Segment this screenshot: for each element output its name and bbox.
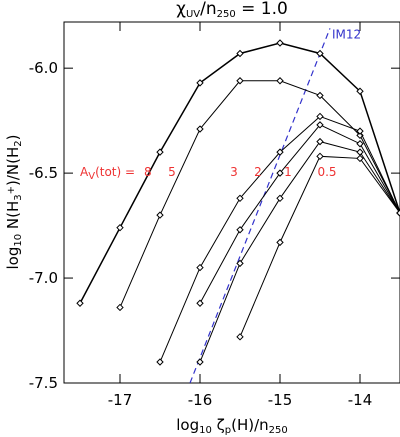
y-tick-label: -6.0 [29,59,58,77]
text-part: log [176,416,199,434]
marker [316,49,324,58]
series-line [239,155,400,338]
marker [236,77,244,85]
marker [316,152,324,161]
marker [116,303,124,312]
marker [196,263,204,272]
marker [236,226,244,234]
text-part: = 1.0 [236,0,288,19]
text-part: 250 [217,9,236,20]
marker [276,39,284,47]
x-axis-label: log10 ζp(H)/n250 [176,416,288,436]
text-part: + [6,186,17,194]
marker [156,211,164,219]
series-line [199,141,400,363]
marker [316,91,324,100]
marker [236,333,244,341]
marker [316,121,324,129]
marker [276,169,284,177]
text-part: )/N(H [4,147,22,186]
y-tick-label: -6.5 [29,164,58,182]
text-part: 10 [13,234,24,247]
marker [236,259,244,268]
text-part: χ [176,0,186,19]
marker [196,79,204,87]
series-line [119,80,400,308]
marker [276,148,284,156]
text-part: (tot) = [95,165,135,179]
marker [356,154,364,163]
text-part: 3 [13,194,24,200]
y-tick-label: -7.5 [29,374,58,392]
series-label: 8 [144,165,152,179]
series-label: 2 [254,165,262,179]
reference-label: IM12 [332,27,361,41]
marker [356,87,364,95]
marker [196,358,204,366]
reference-line [189,28,331,383]
marker [396,209,400,217]
series-label: 5 [168,165,176,179]
marker [196,125,204,133]
marker [196,299,204,307]
text-part: log [4,247,22,270]
plot-area [76,28,400,383]
series-line [199,124,400,304]
text-part: 10 [199,425,212,436]
text-part: 250 [269,425,288,436]
marker [356,140,364,148]
text-part: 2 [13,140,24,146]
x-tick-label: -14 [348,391,373,409]
marker [316,112,324,121]
marker [156,358,164,366]
series-label: 1 [284,165,292,179]
marker [116,223,124,232]
chart-title: χUV/n250 = 1.0 [176,0,288,20]
marker [236,49,244,58]
marker [356,148,364,156]
series-label: 3 [230,165,238,179]
text-part: ζ [212,416,225,434]
marker [276,77,284,85]
x-tick-label: -15 [268,391,293,409]
text-part: V [88,171,95,182]
marker [76,299,84,307]
marker [156,148,164,156]
marker [356,127,364,135]
legend-prefix: AV(tot) = [80,165,135,182]
text-part: p [225,425,231,436]
marker [276,194,284,203]
plot-frame [63,21,400,384]
y-axis-label: log10 N(H3+)/N(H2) [4,135,24,270]
text-part: (H)/n [231,416,269,434]
text-part: UV [186,9,200,20]
text-part: N(H [4,201,22,234]
text-part: A [80,165,89,179]
series-label: 0.5 [317,165,336,179]
x-tick-label: -17 [108,391,133,409]
marker [316,137,324,146]
x-tick-label: -16 [188,391,213,409]
marker [236,194,244,203]
text-part: /n [200,0,217,19]
y-tick-label: -7.0 [29,269,58,287]
text-part: ) [4,135,22,141]
marker [276,238,284,247]
